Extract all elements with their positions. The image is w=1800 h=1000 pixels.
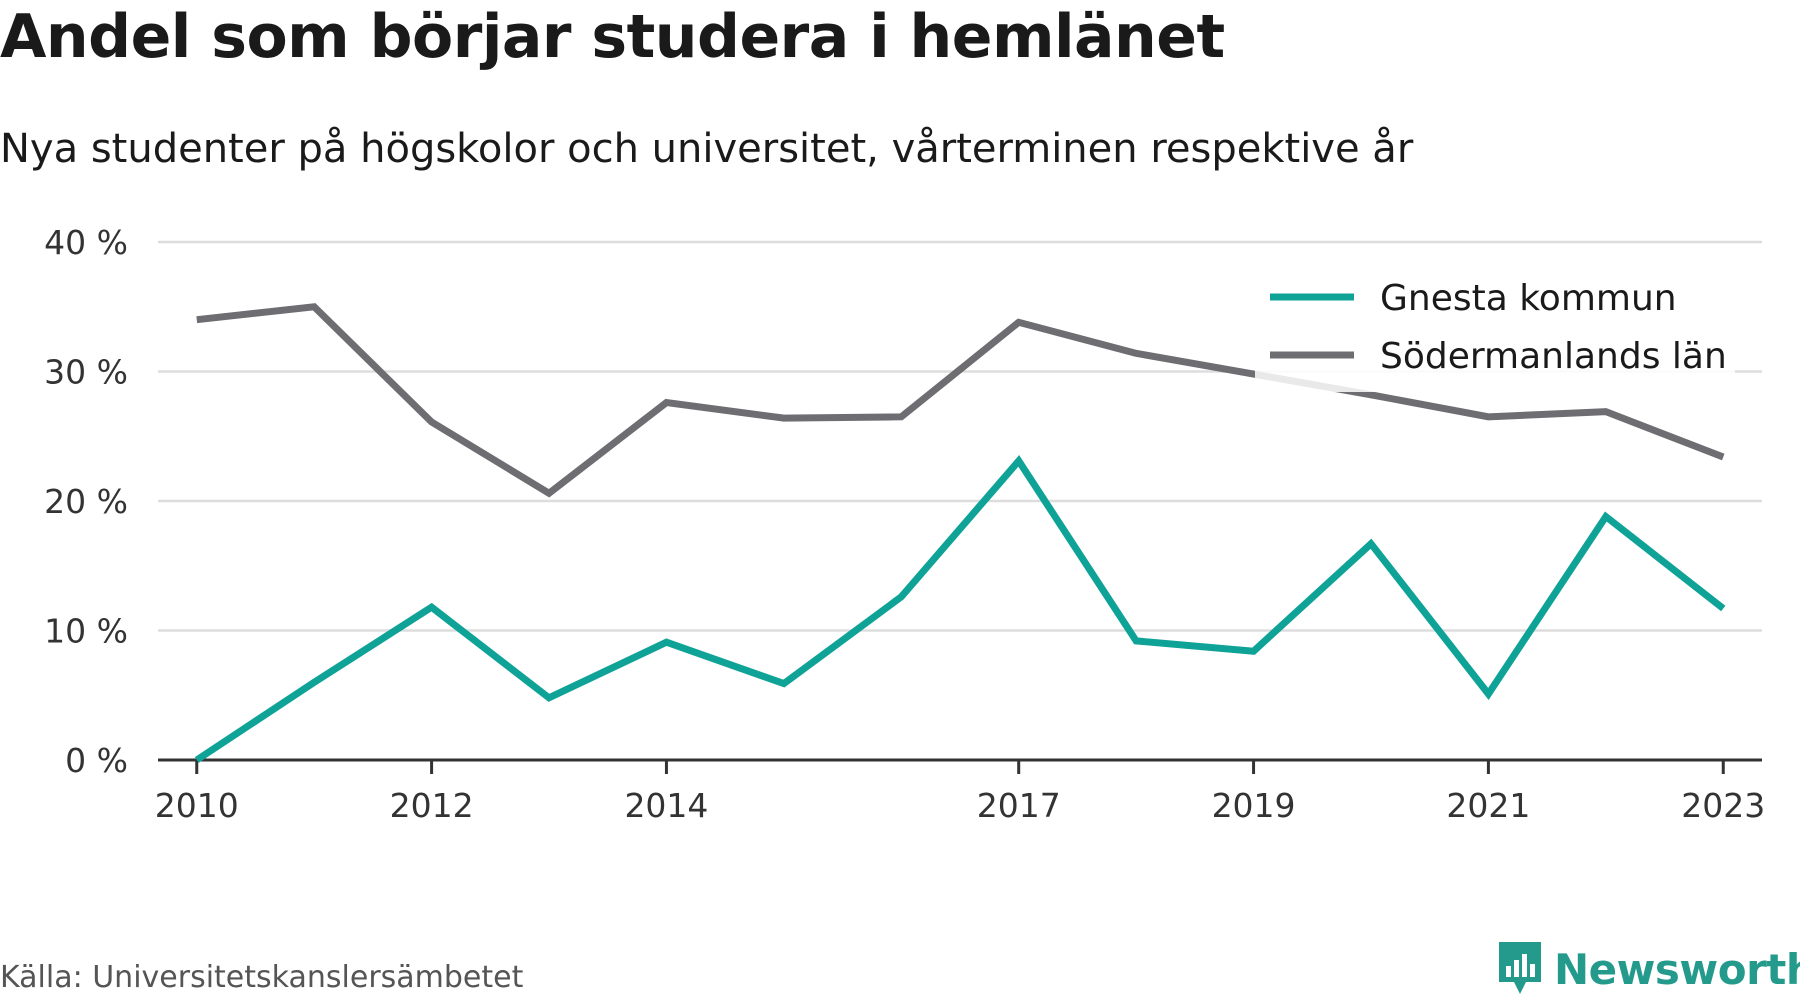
series-line-gnesta [194, 455, 1726, 763]
x-tick-label: 2021 [1446, 786, 1530, 825]
x-tick-label: 2010 [155, 786, 239, 825]
x-tick-label: 2019 [1212, 786, 1296, 825]
legend: Gnesta kommun Södermanlands län [1255, 262, 1735, 392]
y-tick-label: 30 % [44, 353, 128, 392]
brand-name: Newsworthy [1554, 944, 1800, 994]
y-tick-label: 10 % [44, 612, 128, 651]
series-lines [194, 303, 1726, 763]
newsworthy-logo-icon [1499, 942, 1541, 994]
x-tick-label: 2023 [1681, 786, 1765, 825]
chart-subtitle: Nya studenter på högskolor och universit… [0, 126, 1414, 172]
x-tick-label: 2012 [390, 786, 474, 825]
legend-label: Gnesta kommun [1380, 278, 1677, 319]
x-tick-label: 2014 [624, 786, 708, 825]
brand-logo: Newsworthy [1496, 940, 1800, 998]
y-tick-label: 0 % [65, 741, 128, 780]
x-tick-label: 2017 [977, 786, 1061, 825]
y-tick-label: 20 % [44, 482, 128, 521]
chart-title: Andel som börjar studera i hemlänet [0, 2, 1225, 72]
series-line-sodermanland [196, 303, 1725, 498]
source-note: Källa: Universitetskanslersämbetet [0, 960, 524, 995]
legend-background [1255, 262, 1735, 392]
axes: 0 % 10 % 20 % 30 % 40 % 2010 2012 2014 2017 2019 2… [44, 223, 1765, 825]
y-tick-label: 40 % [44, 223, 128, 262]
legend-label: Södermanlands län [1380, 336, 1727, 377]
